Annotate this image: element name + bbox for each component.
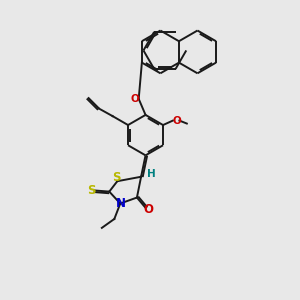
- Text: O: O: [172, 116, 181, 126]
- Text: O: O: [143, 203, 154, 217]
- Text: O: O: [130, 94, 139, 104]
- Text: N: N: [116, 197, 126, 210]
- Text: S: S: [87, 184, 95, 197]
- Text: H: H: [147, 169, 156, 179]
- Text: S: S: [112, 171, 121, 184]
